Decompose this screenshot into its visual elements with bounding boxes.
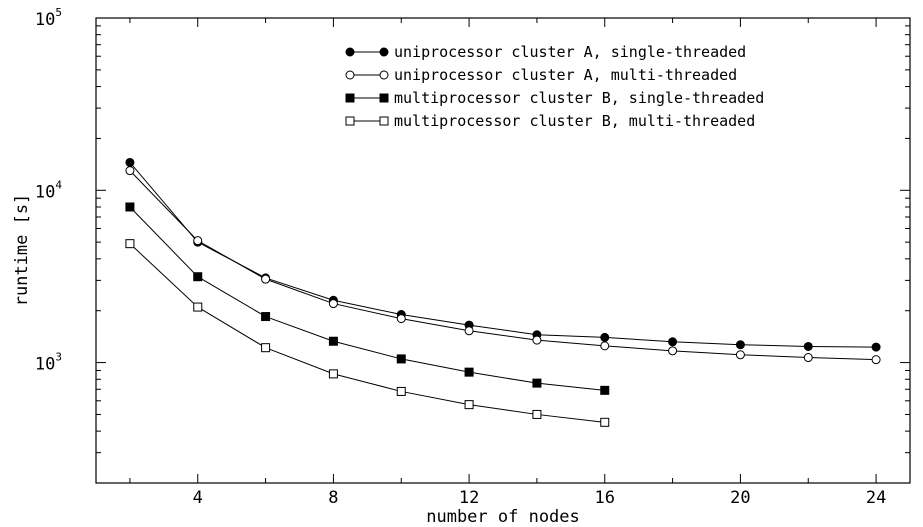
data-point [668, 337, 678, 347]
series-line [129, 206, 605, 391]
legend: uniprocessor cluster A, single-threaded u… [345, 43, 764, 130]
legend-entry: multiprocessor cluster B, multi-threaded [345, 112, 755, 130]
x-tick-label: 24 [866, 488, 886, 508]
data-point [379, 70, 389, 80]
data-point [345, 93, 355, 103]
data-point [668, 346, 678, 356]
x-tick-label: 8 [328, 488, 338, 508]
data-point [125, 166, 135, 176]
data-point [464, 400, 474, 410]
y-tick-label-base: 10 [35, 182, 55, 202]
series-line [129, 162, 877, 348]
data-point [193, 272, 203, 282]
y-tick-label-base: 10 [35, 355, 55, 375]
y-tick-label: 104 [35, 178, 62, 202]
data-point [396, 314, 406, 324]
series-line [129, 243, 605, 423]
data-point [600, 341, 610, 351]
data-point [464, 367, 474, 377]
series-layer [125, 157, 881, 427]
data-point [379, 93, 389, 103]
data-point [532, 409, 542, 419]
y-tick-label: 103 [35, 351, 62, 375]
y-tick-label: 105 [35, 6, 62, 30]
data-point [125, 157, 135, 167]
series-line [129, 170, 877, 361]
data-point [803, 353, 813, 363]
series-3 [125, 202, 610, 395]
data-point [125, 239, 135, 249]
x-tick-label: 20 [730, 488, 750, 508]
legend-entry: uniprocessor cluster A, single-threaded [345, 43, 746, 61]
x-tick-label: 16 [595, 488, 615, 508]
data-point [803, 341, 813, 351]
data-point [379, 47, 389, 57]
data-point [871, 342, 881, 352]
data-point [379, 116, 389, 126]
data-point [261, 343, 271, 353]
legend-entry: uniprocessor cluster A, multi-threaded [345, 66, 737, 84]
data-point [600, 332, 610, 342]
series-4 [125, 239, 610, 427]
y-tick-label-exponent: 3 [55, 351, 62, 364]
y-axis-label: runtime [s] [12, 194, 32, 307]
data-point [464, 326, 474, 336]
data-point [532, 335, 542, 345]
legend-entry: multiprocessor cluster B, single-threade… [345, 89, 764, 107]
data-point [532, 378, 542, 388]
data-point [345, 70, 355, 80]
legend-label: uniprocessor cluster A, multi-threaded [394, 66, 737, 84]
data-point [345, 116, 355, 126]
y-tick-label-exponent: 4 [55, 178, 62, 191]
data-point [396, 386, 406, 396]
data-point [193, 302, 203, 312]
y-tick-label-base: 10 [35, 10, 55, 30]
data-point [396, 354, 406, 364]
x-axis-label: number of nodes [426, 507, 580, 527]
legend-label: uniprocessor cluster A, single-threaded [394, 43, 746, 61]
data-point [328, 336, 338, 346]
y-tick-label-exponent: 5 [55, 6, 62, 19]
data-point [125, 202, 135, 212]
data-point [261, 274, 271, 284]
x-tick-label: 4 [193, 488, 203, 508]
legend-label: multiprocessor cluster B, single-threade… [394, 89, 764, 107]
x-axis-ticks: 4 8 12 16 20 24 [129, 18, 886, 508]
data-point [871, 355, 881, 365]
data-point [600, 417, 610, 427]
data-point [193, 236, 203, 246]
x-tick-label: 12 [459, 488, 479, 508]
series-2 [125, 166, 881, 365]
plot-frame [95, 17, 911, 484]
data-point [345, 47, 355, 57]
data-point [735, 340, 745, 350]
data-point [328, 299, 338, 309]
legend-label: multiprocessor cluster B, multi-threaded [394, 112, 755, 130]
data-point [261, 312, 271, 322]
data-point [328, 369, 338, 379]
data-point [735, 350, 745, 360]
series-1 [125, 157, 881, 352]
data-point [600, 385, 610, 395]
